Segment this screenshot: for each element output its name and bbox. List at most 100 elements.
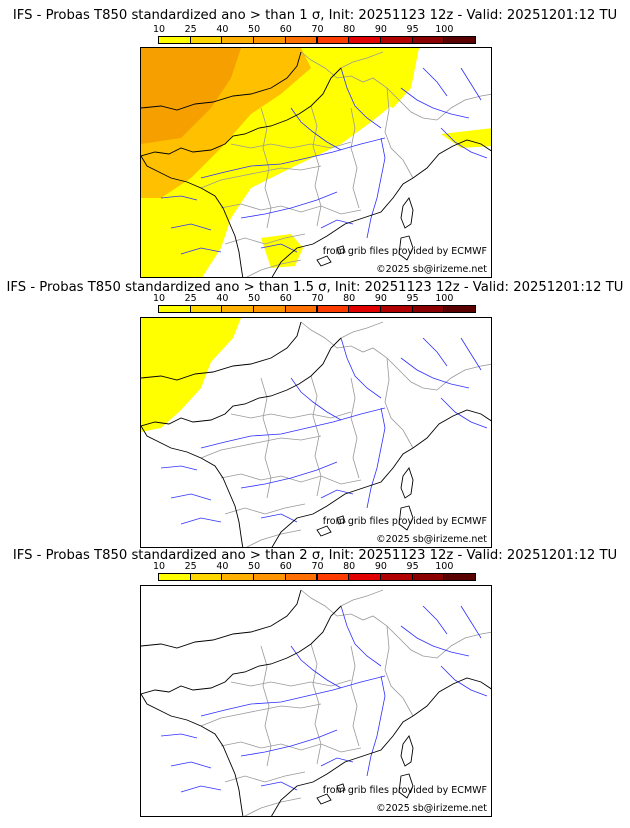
colorbar-cell xyxy=(285,36,318,44)
colorbar-cell xyxy=(317,36,350,44)
colorbar-tick-label: 50 xyxy=(248,24,260,35)
coastline xyxy=(413,678,492,716)
colorbar-cell xyxy=(348,573,381,581)
colorbar-tick-label: 90 xyxy=(375,561,387,572)
colorbar-tick-label: 40 xyxy=(216,24,228,35)
river-line xyxy=(423,338,447,366)
country-region-border xyxy=(341,590,383,606)
colorbar-tick-label: 80 xyxy=(343,24,355,35)
country-region-border xyxy=(385,626,413,716)
coastline xyxy=(317,256,331,266)
river-line xyxy=(367,138,385,238)
country-region-border xyxy=(301,322,437,390)
country-region-border xyxy=(437,94,492,120)
colorbar-cell xyxy=(158,573,191,581)
country-region-border xyxy=(301,590,437,658)
colorbar-tick-label: 10 xyxy=(153,561,165,572)
river-line xyxy=(423,606,447,634)
colorbar-cell xyxy=(317,573,350,581)
country-region-border xyxy=(341,322,383,338)
panel-1-5sigma: IFS - Probas T850 standardized ano > tha… xyxy=(0,275,630,545)
country-region-border xyxy=(221,204,361,214)
country-region-border xyxy=(437,632,492,658)
river-line xyxy=(321,490,353,498)
river-line xyxy=(181,786,221,792)
colorbar-cell xyxy=(380,305,413,313)
country-region-border xyxy=(385,358,413,448)
river-line xyxy=(241,730,337,756)
colorbar-tick-label: 40 xyxy=(216,561,228,572)
river-line xyxy=(461,68,481,100)
country-region-border xyxy=(437,364,492,390)
coastline xyxy=(401,198,413,228)
coastline xyxy=(271,716,413,817)
colorbar-tick-label: 25 xyxy=(185,561,197,572)
river-line xyxy=(171,494,211,500)
colorbar-tick-label: 60 xyxy=(280,561,292,572)
colorbar-tick-label: 100 xyxy=(435,561,453,572)
coastline xyxy=(141,590,301,648)
colorbar-cell xyxy=(412,36,445,44)
colorbar-tick-label: 100 xyxy=(435,24,453,35)
coastline xyxy=(141,426,243,548)
probability-area-10pct xyxy=(441,128,492,148)
colorbar-cell xyxy=(158,36,191,44)
colorbar-cell xyxy=(221,573,254,581)
panel-title: IFS - Probas T850 standardized ano > tha… xyxy=(0,8,630,23)
river-line xyxy=(461,606,481,638)
river-line xyxy=(261,782,297,790)
colorbar-cell xyxy=(253,305,286,313)
river-line xyxy=(401,626,469,656)
credit-source: from grib files provided by ECMWF xyxy=(323,785,487,796)
river-line xyxy=(181,518,221,524)
river-line xyxy=(461,338,481,370)
colorbar-tick-label: 70 xyxy=(311,293,323,304)
colorbar-tick-label: 90 xyxy=(375,24,387,35)
credit-copyright: ©2025 sb@irizeme.net xyxy=(376,264,487,275)
panel-1sigma: IFS - Probas T850 standardized ano > tha… xyxy=(0,0,630,275)
credit-source: from grib files provided by ECMWF xyxy=(323,246,487,257)
colorbar-tick-label: 50 xyxy=(248,561,260,572)
coastline xyxy=(141,606,341,694)
colorbar: 10 25 40 50 60 70 80 90 95 100 xyxy=(158,36,475,46)
credit-copyright: ©2025 sb@irizeme.net xyxy=(376,534,487,545)
river-line xyxy=(171,762,211,768)
map-1-5sigma: from grib files provided by ECMWF ©2025 … xyxy=(140,317,492,548)
colorbar-tick-label: 95 xyxy=(407,561,419,572)
country-region-border xyxy=(351,646,359,746)
river-line xyxy=(201,676,385,716)
coastline xyxy=(401,468,413,498)
coastline xyxy=(141,694,243,817)
colorbar-tick-label: 10 xyxy=(153,24,165,35)
colorbar-cell xyxy=(412,305,445,313)
colorbar-cell xyxy=(158,305,191,313)
river-line xyxy=(261,514,297,522)
river-line xyxy=(401,88,469,118)
coastline xyxy=(401,736,413,766)
map-drawing xyxy=(141,48,492,278)
colorbar-cell xyxy=(443,305,476,313)
colorbar-cell xyxy=(348,36,381,44)
river-line xyxy=(241,192,337,218)
colorbar-cell xyxy=(221,305,254,313)
colorbar-tick-label: 10 xyxy=(153,293,165,304)
colorbar: 10 25 40 50 60 70 80 90 95 100 xyxy=(158,305,475,315)
river-line xyxy=(321,220,353,228)
river-line xyxy=(341,606,381,666)
colorbar-tick-label: 60 xyxy=(280,293,292,304)
colorbar-tick-label: 40 xyxy=(216,293,228,304)
colorbar-cell xyxy=(317,305,350,313)
map-1sigma: from grib files provided by ECMWF ©2025 … xyxy=(140,47,492,278)
colorbar-cell xyxy=(190,305,223,313)
river-line xyxy=(441,666,487,696)
map-2sigma: from grib files provided by ECMWF ©2025 … xyxy=(140,585,492,817)
coastline xyxy=(413,410,492,448)
colorbar-tick-label: 100 xyxy=(435,293,453,304)
country-region-border xyxy=(201,704,321,726)
panel-2sigma: IFS - Probas T850 standardized ano > tha… xyxy=(0,545,630,828)
river-line xyxy=(401,358,469,388)
colorbar-cell xyxy=(443,573,476,581)
credit-copyright: ©2025 sb@irizeme.net xyxy=(376,803,487,814)
river-line xyxy=(241,462,337,488)
river-line xyxy=(321,758,353,766)
